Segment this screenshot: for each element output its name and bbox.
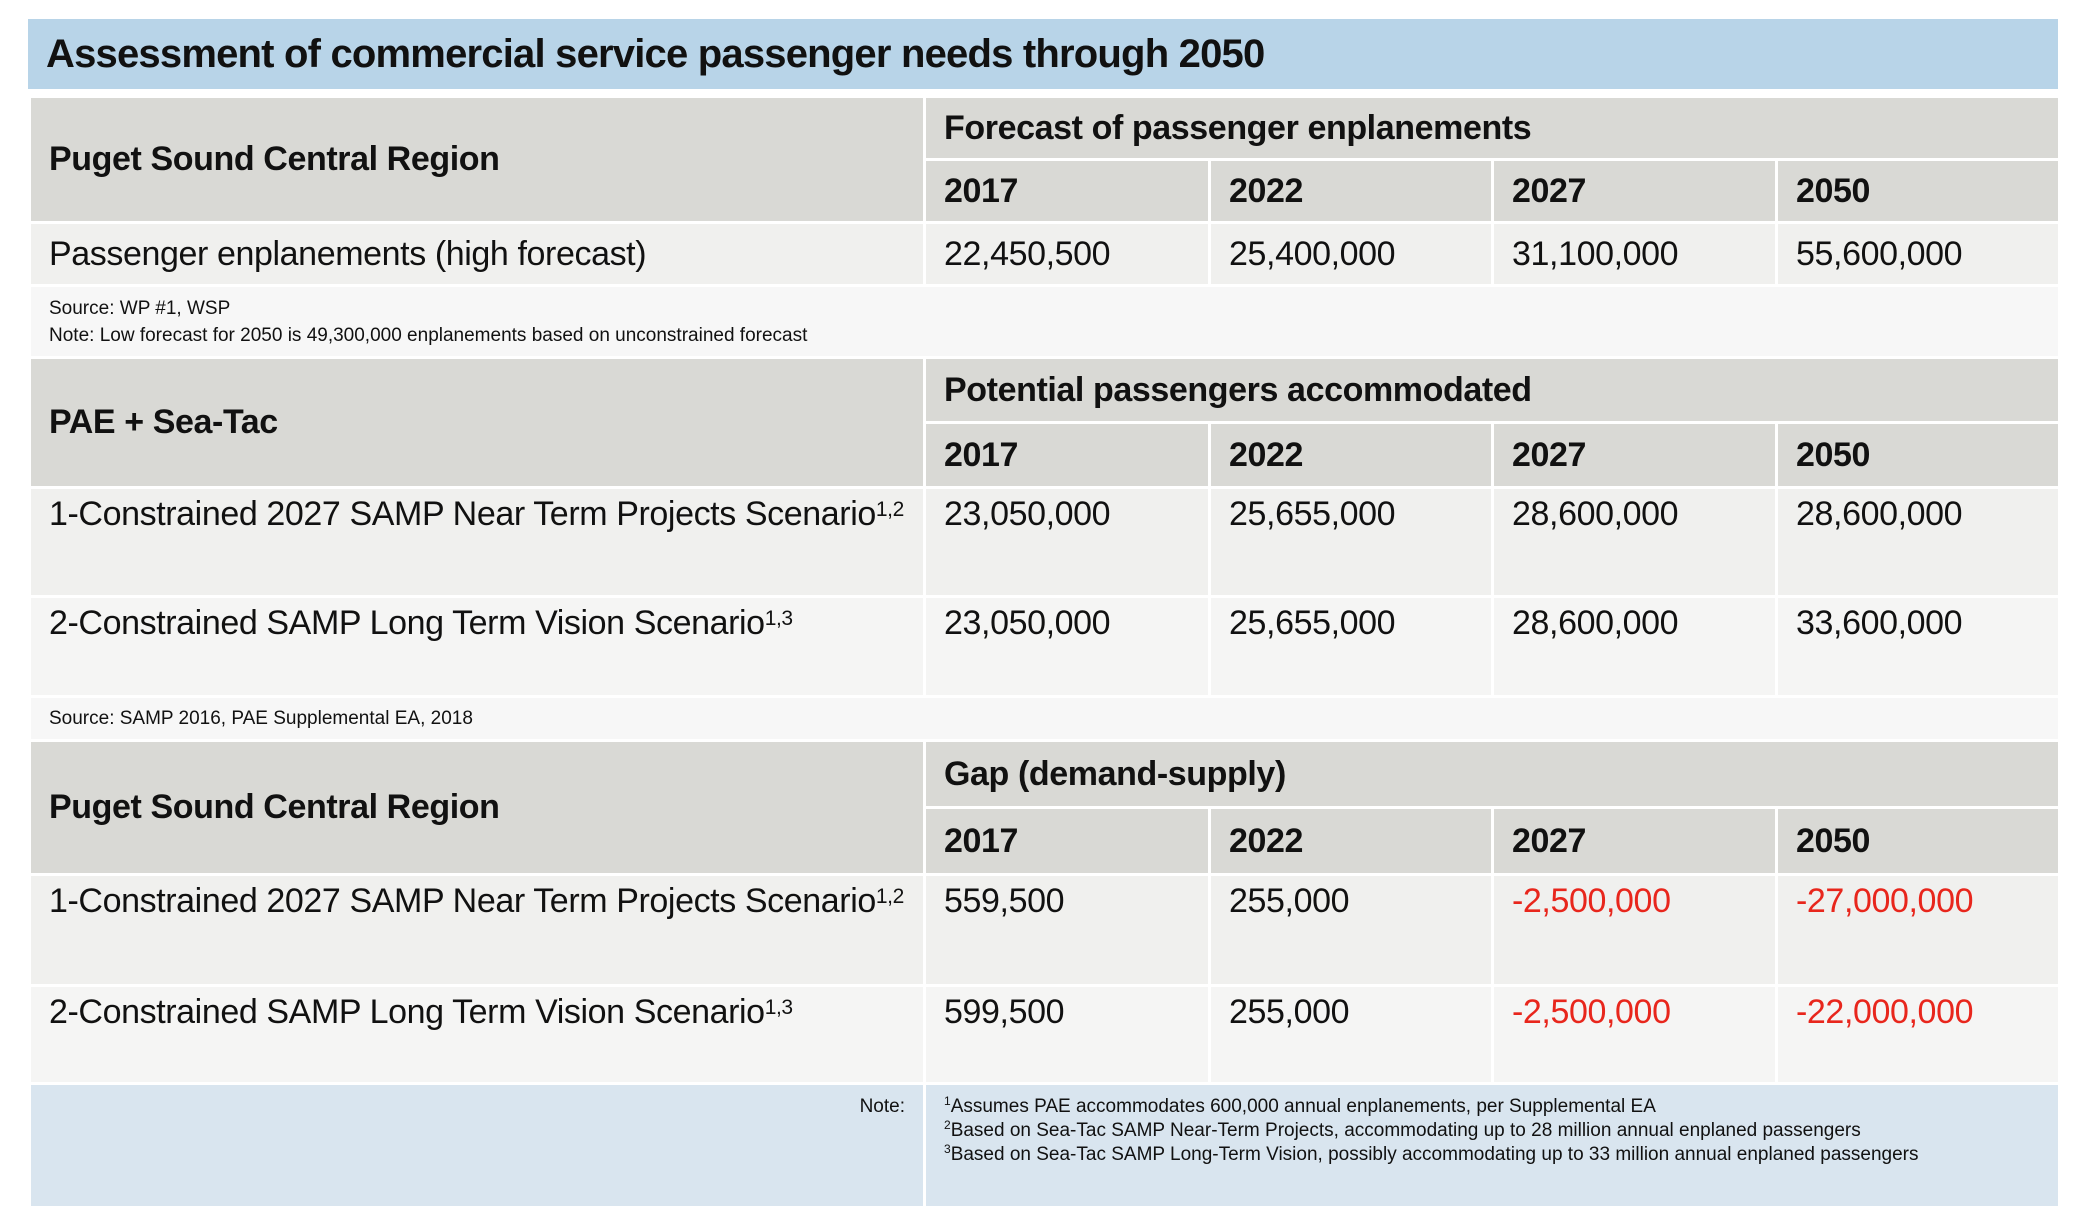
- cell-value: 559,500: [923, 873, 1211, 987]
- footnote-ref: 1,2: [875, 498, 904, 521]
- cell-value: 28,600,000: [1774, 486, 2062, 598]
- row-label: 2-Constrained SAMP Long Term Vision Scen…: [28, 595, 926, 698]
- footnote-item: 1Assumes PAE accommodates 600,000 annual…: [944, 1094, 1656, 1117]
- page-title: Assessment of commercial service passeng…: [28, 19, 2058, 89]
- footnotes: 1Assumes PAE accommodates 600,000 annual…: [922, 1082, 2062, 1209]
- cell-value-negative: -22,000,000: [1774, 984, 2062, 1085]
- passenger-needs-table: Puget Sound Central Region Forecast of p…: [27, 95, 2062, 1209]
- year-header: 2022: [1208, 806, 1494, 876]
- section3-heading: Gap (demand-supply): [922, 739, 2062, 809]
- year-header: 2050: [1774, 421, 2062, 489]
- footnote-item: 3Based on Sea-Tac SAMP Long-Term Vision,…: [944, 1142, 1919, 1165]
- cell-value: 55,600,000: [1774, 221, 2062, 287]
- year-header: 2027: [1491, 158, 1778, 224]
- cell-value: 31,100,000: [1491, 221, 1778, 287]
- cell-value-negative: -2,500,000: [1491, 984, 1778, 1085]
- section1-heading: Forecast of passenger enplanements: [922, 95, 2062, 161]
- cell-value: 28,600,000: [1491, 595, 1778, 698]
- cell-value: 23,050,000: [923, 486, 1211, 598]
- table-row: 1-Constrained 2027 SAMP Near Term Projec…: [28, 873, 2062, 987]
- source-text: Source: SAMP 2016, PAE Supplemental EA, …: [27, 695, 2062, 742]
- row-label: 1-Constrained 2027 SAMP Near Term Projec…: [28, 873, 926, 987]
- cell-value: 255,000: [1208, 873, 1494, 987]
- table-row: 2-Constrained SAMP Long Term Vision Scen…: [28, 984, 2062, 1085]
- row-label: 1-Constrained 2027 SAMP Near Term Projec…: [28, 486, 926, 598]
- footnote-label: Note:: [28, 1082, 926, 1209]
- cell-value: 33,600,000: [1774, 595, 2062, 698]
- cell-value: 23,050,000: [923, 595, 1211, 698]
- section2-region: PAE + Sea-Tac: [28, 356, 926, 489]
- year-header: 2027: [1491, 421, 1778, 489]
- cell-value-negative: -2,500,000: [1491, 873, 1778, 987]
- cell-value: 25,655,000: [1208, 595, 1494, 698]
- row-label: 2-Constrained SAMP Long Term Vision Scen…: [28, 984, 926, 1085]
- footnote-ref: 1,3: [764, 607, 793, 630]
- year-header: 2022: [1208, 158, 1494, 224]
- footnote-item: 2Based on Sea-Tac SAMP Near-Term Project…: [944, 1118, 1861, 1141]
- note-text: Note: Low forecast for 2050 is 49,300,00…: [49, 324, 808, 346]
- year-header: 2022: [1208, 421, 1494, 489]
- footnote-ref: 1,3: [764, 996, 793, 1019]
- year-header: 2017: [923, 158, 1211, 224]
- cell-value: 28,600,000: [1491, 486, 1778, 598]
- table-row: Passenger enplanements (high forecast) 2…: [28, 221, 2062, 287]
- section1-region: Puget Sound Central Region: [28, 95, 926, 224]
- cell-value: 255,000: [1208, 984, 1494, 1085]
- year-header: 2027: [1491, 806, 1778, 876]
- year-header: 2017: [923, 806, 1211, 876]
- row-label: Passenger enplanements (high forecast): [28, 221, 926, 287]
- table-row: 1-Constrained 2027 SAMP Near Term Projec…: [28, 486, 2062, 598]
- cell-value-negative: -27,000,000: [1774, 873, 2062, 987]
- table-row: 2-Constrained SAMP Long Term Vision Scen…: [28, 595, 2062, 698]
- cell-value: 25,400,000: [1208, 221, 1494, 287]
- section3-region: Puget Sound Central Region: [28, 739, 926, 876]
- cell-value: 25,655,000: [1208, 486, 1494, 598]
- section1-notes: Source: WP #1, WSP Note: Low forecast fo…: [27, 284, 2062, 359]
- source-text: Source: WP #1, WSP: [49, 297, 231, 319]
- footnote-ref: 1,2: [875, 885, 904, 908]
- section2-heading: Potential passengers accommodated: [922, 356, 2062, 424]
- cell-value: 22,450,500: [923, 221, 1211, 287]
- year-header: 2050: [1774, 806, 2062, 876]
- year-header: 2017: [923, 421, 1211, 489]
- year-header: 2050: [1774, 158, 2062, 224]
- cell-value: 599,500: [923, 984, 1211, 1085]
